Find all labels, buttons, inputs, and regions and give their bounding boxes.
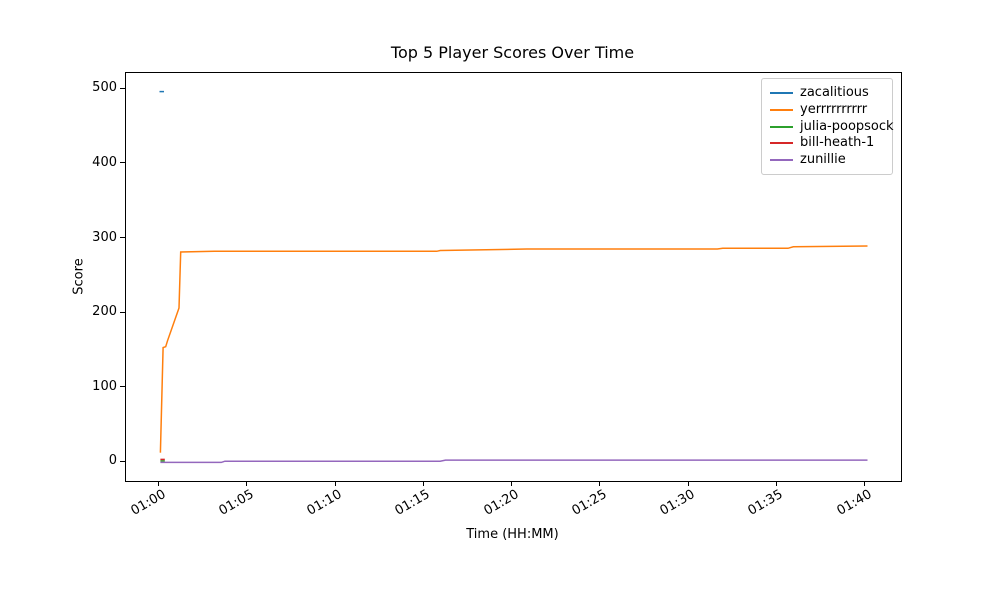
- legend-line-swatch-icon: [770, 92, 793, 94]
- x-tick-mark: [599, 481, 601, 486]
- y-tick-mark: [120, 460, 125, 462]
- x-tick-mark: [422, 481, 424, 486]
- series-line-yerrrrrrrrrr: [159, 245, 868, 453]
- y-tick-mark: [120, 311, 125, 313]
- legend-entry: zunillie: [770, 152, 884, 168]
- legend: zacalitious yerrrrrrrrrr julia-poopsock bil…: [761, 78, 894, 175]
- y-tick-mark: [120, 386, 125, 388]
- y-tick-label: 500: [92, 80, 117, 96]
- y-tick-label: 400: [92, 154, 117, 170]
- chart-title: Top 5 Player Scores Over Time: [390, 43, 635, 62]
- x-tick-mark: [511, 481, 513, 486]
- legend-label: zacalitious: [800, 85, 869, 100]
- x-tick-mark: [158, 481, 160, 486]
- legend-line-swatch-icon: [770, 108, 793, 111]
- legend-entry: julia-poopsock: [770, 119, 894, 135]
- x-axis-label: Time (HH:MM): [466, 527, 559, 542]
- x-tick-mark: [864, 481, 866, 486]
- x-tick-mark: [246, 481, 248, 486]
- y-tick-label: 300: [92, 229, 117, 245]
- legend-label: julia-poopsock: [800, 118, 894, 134]
- x-tick-mark: [687, 481, 689, 486]
- y-tick-label: 200: [92, 304, 117, 320]
- legend-label: bill-heath-1: [800, 135, 875, 151]
- legend-line-swatch-icon: [770, 125, 793, 128]
- x-tick-mark: [334, 481, 336, 486]
- legend-entry: zacalitious: [770, 85, 884, 101]
- legend-label: zunillie: [800, 152, 846, 167]
- y-tick-mark: [120, 87, 125, 89]
- series-line-zunillie: [160, 459, 868, 464]
- line-plot: [159, 90, 868, 464]
- y-tick-label: 100: [92, 378, 117, 394]
- legend-label: yerrrrrrrrrr: [800, 101, 868, 117]
- legend-line-swatch-icon: [770, 159, 793, 161]
- legend-entry: bill-heath-1: [770, 135, 884, 151]
- y-tick-label: 0: [108, 453, 117, 469]
- legend-line-swatch-icon: [770, 142, 793, 145]
- plot-area: [125, 72, 902, 482]
- x-tick-mark: [775, 481, 777, 486]
- legend-entry: yerrrrrrrrrr: [770, 102, 884, 118]
- y-tick-mark: [120, 237, 125, 239]
- y-tick-mark: [120, 162, 125, 164]
